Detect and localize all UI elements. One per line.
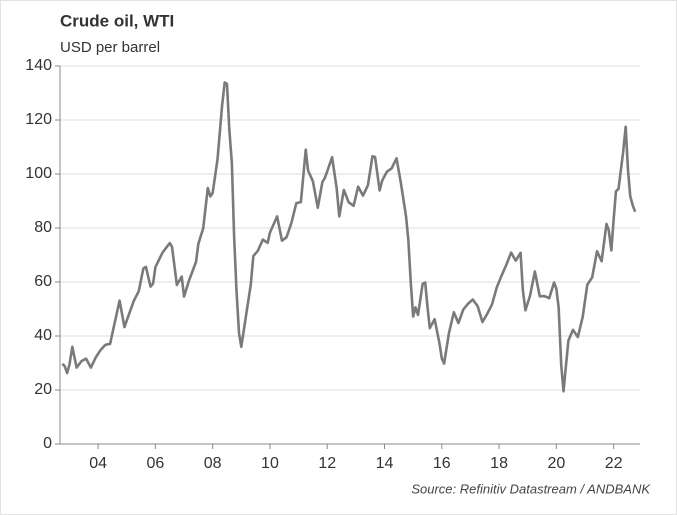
x-tick-label: 14: [376, 455, 394, 472]
y-tick-label: 100: [25, 165, 52, 182]
y-tick-label: 140: [25, 57, 52, 74]
x-tick-label: 10: [261, 455, 279, 472]
x-tick-label: 18: [490, 455, 508, 472]
y-tick-label: 120: [25, 111, 52, 128]
y-tick-label: 80: [34, 219, 52, 236]
x-tick-label: 06: [146, 455, 164, 472]
x-tick-label: 12: [318, 455, 336, 472]
x-tick-label: 22: [605, 455, 623, 472]
y-tick-label: 40: [34, 327, 52, 344]
x-tick-label: 04: [89, 455, 107, 472]
data-line: [61, 81, 637, 393]
chart-title: Crude oil, WTI: [60, 11, 174, 30]
y-tick-label: 20: [34, 381, 52, 398]
y-tick-label: 60: [34, 273, 52, 290]
source-note: Source: Refinitiv Datastream / ANDBANK: [411, 481, 651, 496]
y-tick-label: 0: [43, 435, 52, 452]
x-tick-label: 16: [433, 455, 451, 472]
x-tick-label: 20: [547, 455, 565, 472]
x-tick-label: 08: [204, 455, 222, 472]
chart-subtitle: USD per barrel: [60, 39, 160, 56]
